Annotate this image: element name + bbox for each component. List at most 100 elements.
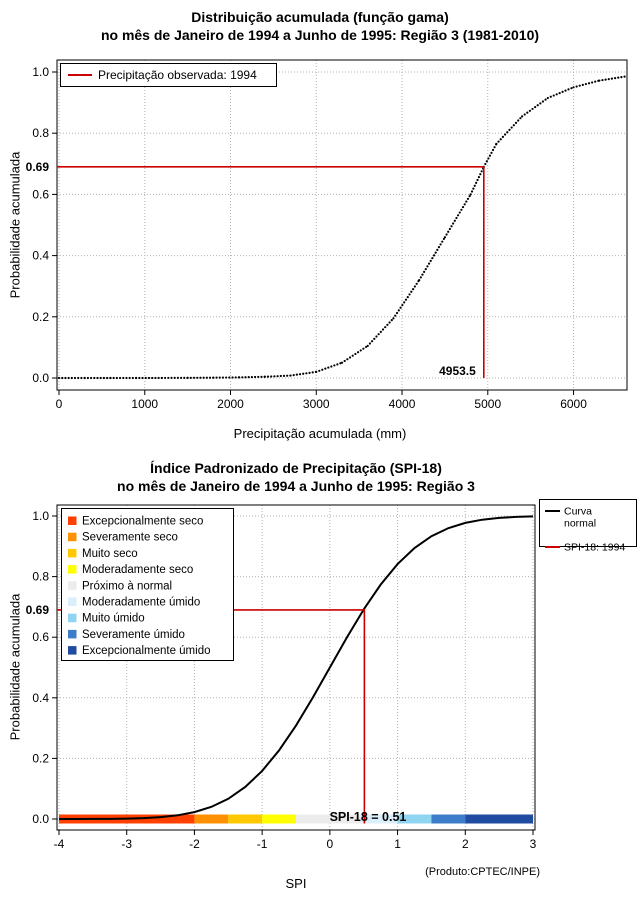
curve-dot xyxy=(86,376,90,380)
category-label: Muito úmido xyxy=(82,613,145,625)
curve-dot xyxy=(147,376,151,380)
curve-dot xyxy=(584,82,588,86)
category-label: Moderadamente úmido xyxy=(82,597,200,609)
curve-dot xyxy=(410,290,413,293)
curve-dot xyxy=(324,367,327,370)
curve-dot xyxy=(397,309,400,312)
curve-dot xyxy=(260,375,263,378)
spi-colorbar-segment xyxy=(194,814,229,824)
curve-dot xyxy=(321,368,324,371)
curve-dot xyxy=(199,376,202,379)
curve-dot xyxy=(292,373,295,377)
curve-dot xyxy=(403,301,406,304)
curve-dot xyxy=(427,262,431,265)
curve-dot xyxy=(237,376,241,379)
curve-dot xyxy=(315,370,318,373)
curve-dot xyxy=(610,77,614,80)
x-tick-label: 0 xyxy=(56,397,63,411)
curve-dot xyxy=(501,135,505,138)
category-swatch xyxy=(68,565,77,574)
curve-dot xyxy=(539,102,542,105)
curve-dot xyxy=(386,323,389,326)
curve-dot xyxy=(131,376,134,380)
curve-dot xyxy=(359,349,362,352)
curve-dot xyxy=(250,375,253,379)
curve-dot xyxy=(234,376,237,379)
curve-dot xyxy=(447,230,450,233)
category-label: Moderadamente seco xyxy=(82,564,193,576)
category-label: Muito seco xyxy=(82,548,138,560)
curve-dot xyxy=(64,376,67,380)
curve-dot xyxy=(392,317,395,320)
curve-dot xyxy=(384,326,387,329)
curve-dot xyxy=(356,351,360,354)
curve-dot xyxy=(196,376,199,379)
curve-dot xyxy=(282,374,286,377)
curve-dot xyxy=(620,76,623,79)
curve-dot xyxy=(318,369,321,372)
legend-label: SPI-18: 1994 xyxy=(564,542,625,554)
curve-dot xyxy=(411,288,415,291)
curve-dot xyxy=(431,257,434,260)
category-label: Excepcionalmente úmido xyxy=(82,645,211,657)
curve-dot xyxy=(106,376,109,380)
category-label: Excepcionalmente seco xyxy=(82,516,203,528)
curve-dot xyxy=(365,345,368,349)
curve xyxy=(58,515,534,820)
curve-dot xyxy=(475,181,478,184)
curve-dot xyxy=(61,376,64,380)
category-label: Severamente seco xyxy=(82,532,178,544)
y-tick-label: 0.4 xyxy=(32,691,49,705)
curve-dot xyxy=(154,376,157,380)
curve-dot xyxy=(477,175,481,179)
plot-border xyxy=(56,504,536,831)
curve-dot xyxy=(404,298,408,301)
curve-dot xyxy=(80,376,83,380)
curve-dot xyxy=(186,376,189,379)
curve-dot xyxy=(336,363,339,366)
y-tick-label: 0.8 xyxy=(32,126,49,140)
curve-dot xyxy=(366,344,369,347)
curve-dot xyxy=(472,187,475,190)
spi-colorbar-segment xyxy=(363,814,398,824)
curve-dot xyxy=(381,328,385,331)
marker-y-label: 0.69 xyxy=(26,160,50,174)
category-swatch xyxy=(68,548,77,558)
y-tick-label: 0.8 xyxy=(32,570,49,584)
curve-dot xyxy=(340,361,344,364)
curve-dot xyxy=(311,371,314,374)
curve-dot xyxy=(375,335,378,338)
curve-dot xyxy=(514,121,518,124)
curve-dot xyxy=(604,78,607,81)
curve-dot xyxy=(333,364,336,367)
x-tick-label: 1 xyxy=(394,837,401,851)
spi-colorbar-segment xyxy=(397,814,432,824)
curve-dot xyxy=(531,107,534,111)
y-tick-label: 0.4 xyxy=(32,249,49,263)
curve-dot xyxy=(157,376,160,380)
curve-dot xyxy=(470,190,474,193)
curve-dot xyxy=(561,90,564,93)
curve-dot xyxy=(613,77,617,80)
curve-dot xyxy=(144,376,147,380)
x-tick-label: 5000 xyxy=(474,397,501,411)
curve-dot xyxy=(426,265,429,268)
curve-dot xyxy=(506,131,509,134)
curve-dot xyxy=(460,208,463,211)
category-swatch xyxy=(68,629,77,639)
spi-colorbar-segment xyxy=(465,814,533,824)
curve-dot xyxy=(544,98,547,101)
plot-svg-spi: -4 -3 -2 -1 0 1 2 3 0.0 0.2 0.4 0.6 0.8 1.0 0.69 Excepc… xyxy=(26,499,637,851)
x-tick-label: 1000 xyxy=(131,397,158,411)
y-tick-label: 0.6 xyxy=(32,187,49,201)
plot-border xyxy=(56,59,628,391)
curve-dot xyxy=(465,200,468,203)
curve-dot xyxy=(594,80,597,83)
category-swatch xyxy=(68,646,77,655)
x-tick-label: 4000 xyxy=(389,397,416,411)
curve-dot xyxy=(241,376,244,379)
y-tick-label: 0.6 xyxy=(32,630,49,644)
category-swatch xyxy=(68,516,77,525)
curve-dot xyxy=(490,151,493,154)
curve-dot xyxy=(453,219,456,222)
